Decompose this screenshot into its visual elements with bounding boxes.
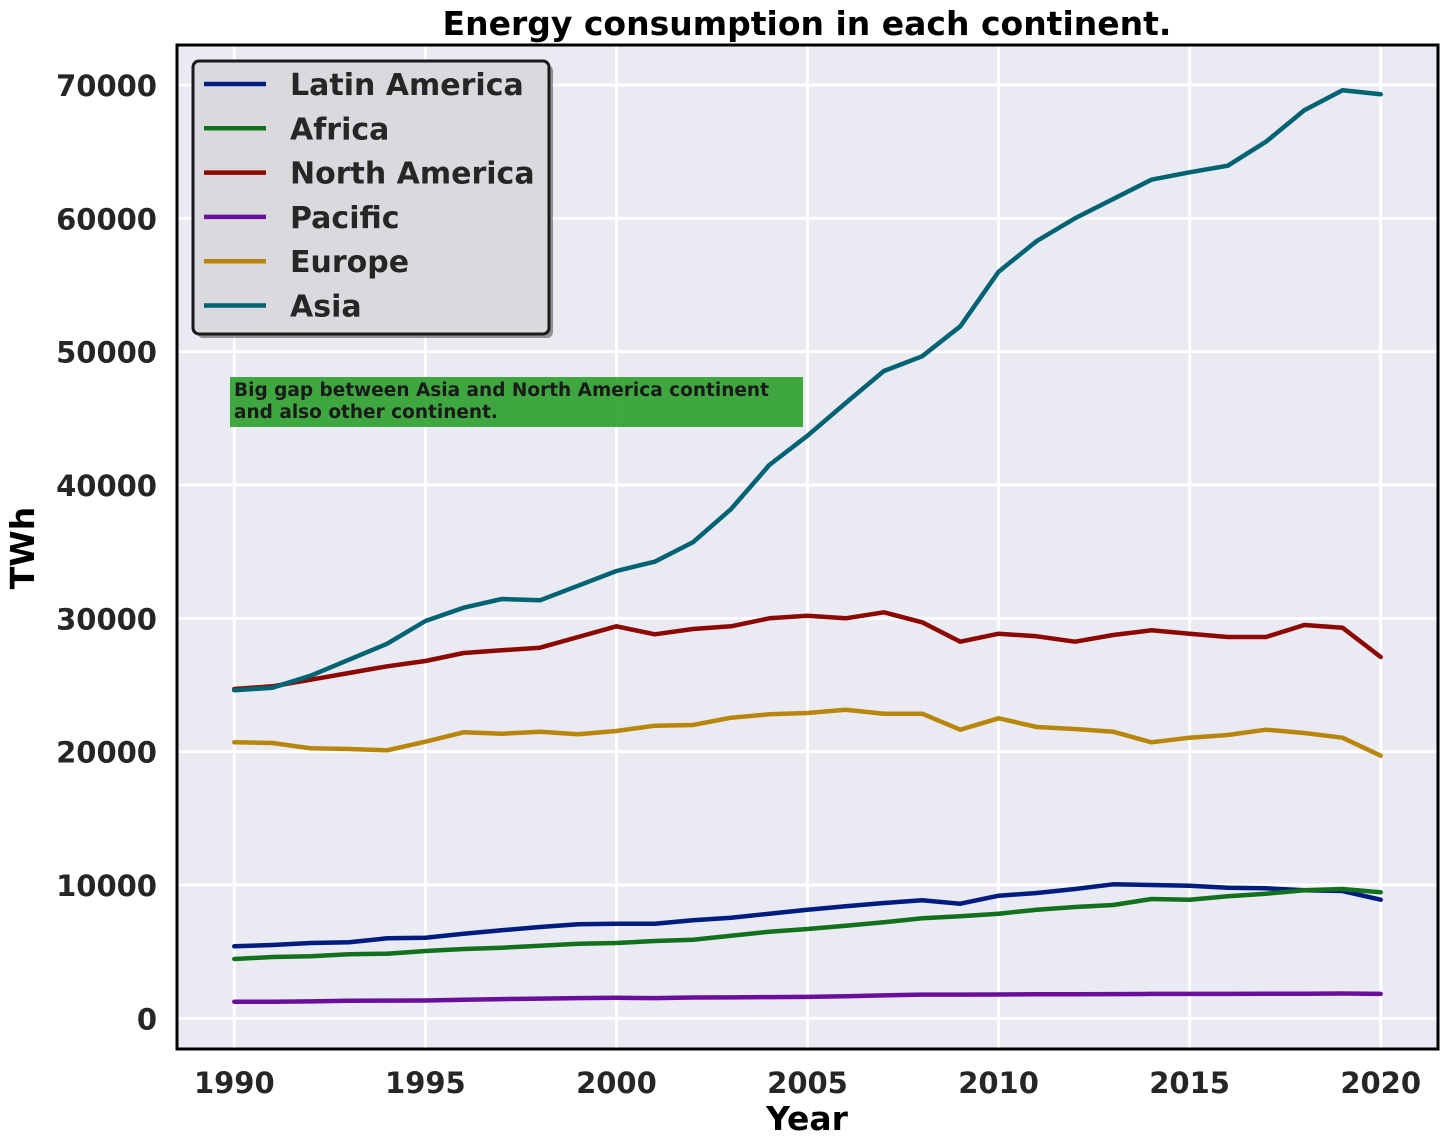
annotation-line-2: and also other continent. (234, 402, 498, 423)
legend-box (191, 59, 551, 336)
y-tick-label: 70000 (56, 69, 157, 103)
y-tick-label: 30000 (56, 602, 157, 636)
legend-label-europe: Europe (290, 245, 409, 280)
y-tick-label: 20000 (56, 736, 157, 770)
x-tick-label: 1995 (385, 1066, 466, 1100)
x-tick-label: 1990 (194, 1066, 275, 1100)
series-line-north-america (232, 610, 1383, 692)
x-tick-label: 2005 (767, 1066, 848, 1100)
chart-title: Energy consumption in each continent. (443, 4, 1172, 43)
series-line-europe (232, 707, 1383, 758)
legend-label-north-america: North America (290, 157, 535, 192)
x-tick-label: 2010 (958, 1066, 1039, 1100)
legend: Latin America Africa North America Pacific E… (191, 59, 553, 338)
annotation-box (230, 377, 803, 427)
x-tick-label: 2020 (1340, 1066, 1421, 1100)
y-tick-label: 0 (137, 1002, 157, 1036)
y-tick-label: 60000 (56, 202, 157, 236)
legend-label-asia: Asia (290, 290, 362, 325)
series-line-latin-america (232, 882, 1383, 949)
y-tick-label: 40000 (56, 469, 157, 503)
x-axis-label: Year (765, 1099, 849, 1138)
legend-label-africa: Africa (290, 112, 389, 147)
legend-label-latin-america: Latin America (290, 68, 524, 103)
x-tick-labels: 1990 1995 2000 2005 2010 2015 2020 (194, 1066, 1421, 1100)
x-tick-label: 2015 (1149, 1066, 1230, 1100)
y-tick-label: 10000 (56, 869, 157, 903)
legend-entries: Latin America Africa North America Pacific E… (204, 68, 535, 325)
series-line-asia (232, 88, 1383, 693)
series-line-africa (232, 886, 1383, 962)
annotation-line-1: Big gap between Asia and North America c… (234, 380, 769, 401)
plot-frame (175, 43, 1440, 1051)
y-tick-labels: 0 10000 20000 30000 40000 50000 60000 70000 (56, 69, 157, 1036)
x-tick-label: 2000 (576, 1066, 657, 1100)
legend-label-pacific: Pacific (290, 201, 400, 236)
annotation: Big gap between Asia and North America c… (230, 377, 803, 427)
y-axis-label: TWh (3, 507, 42, 589)
y-tick-label: 50000 (56, 336, 157, 370)
series-lines (232, 88, 1383, 1004)
series-line-pacific (232, 991, 1383, 1004)
